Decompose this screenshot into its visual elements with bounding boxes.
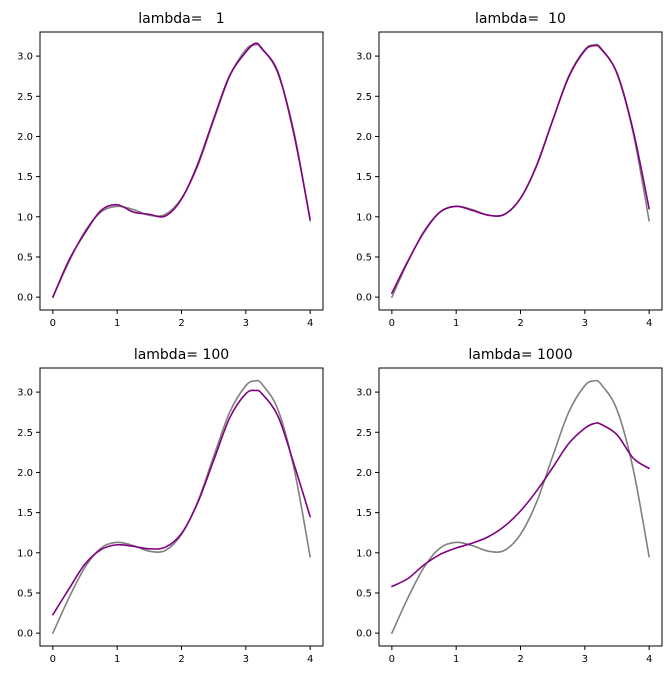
x-tick-label: 1 xyxy=(114,654,120,665)
reference-curve-4 xyxy=(391,379,650,634)
y-tick-label: 0.5 xyxy=(17,588,33,599)
x-tick-label: 2 xyxy=(517,318,523,329)
x-tick-label: 3 xyxy=(582,654,588,665)
subplot-title: lambda= 100 xyxy=(134,347,229,363)
x-tick-label: 2 xyxy=(178,318,184,329)
y-tick-label: 0.5 xyxy=(356,252,372,263)
subplot-4: 0 1 2 3 4 0.0 0.5 1.0 1.5 2.0 2.5 3.0 lambda= 1000 xyxy=(356,347,663,665)
smoothed-curve-3 xyxy=(52,389,311,616)
x-tick-label: 4 xyxy=(646,654,652,665)
y-tick-label: 3.0 xyxy=(356,388,372,399)
y-tick-label: 0.5 xyxy=(356,588,372,599)
y-tick-label: 2.0 xyxy=(17,132,33,143)
subplot-title: lambda= 10 xyxy=(475,11,566,27)
axes-frame xyxy=(39,367,324,647)
subplot-title: lambda= 1000 xyxy=(468,347,572,363)
x-tick-label: 2 xyxy=(517,654,523,665)
y-tick-label: 1.5 xyxy=(356,172,372,183)
x-tick-label: 0 xyxy=(50,654,56,665)
axes-frame xyxy=(378,367,663,647)
x-tick-label: 3 xyxy=(582,318,588,329)
axes-frame xyxy=(39,31,324,311)
x-tick-label: 3 xyxy=(243,318,249,329)
y-tick-label: 1.5 xyxy=(356,508,372,519)
y-tick-label: 1.0 xyxy=(17,212,33,223)
y-tick-label: 3.0 xyxy=(17,388,33,399)
x-tick-label: 1 xyxy=(453,318,459,329)
y-tick-label: 3.0 xyxy=(17,52,33,63)
y-tick-label: 1.5 xyxy=(17,172,33,183)
x-tick-label: 4 xyxy=(307,318,313,329)
x-tick-label: 0 xyxy=(389,318,395,329)
subplot-2: 0 1 2 3 4 0.0 0.5 1.0 1.5 2.0 2.5 3.0 lambda= 10 xyxy=(356,11,663,329)
y-tick-label: 0.0 xyxy=(356,293,372,304)
y-tick-label: 3.0 xyxy=(356,52,372,63)
y-tick-label: 2.5 xyxy=(17,428,33,439)
reference-curve-1 xyxy=(52,43,311,298)
y-tick-label: 0.0 xyxy=(356,629,372,640)
x-tick-label: 2 xyxy=(178,654,184,665)
smoothed-curve-2 xyxy=(391,44,650,294)
reference-curve-2 xyxy=(391,43,650,298)
subplot-title: lambda= 1 xyxy=(138,11,224,27)
y-tick-label: 1.0 xyxy=(17,548,33,559)
y-tick-label: 2.5 xyxy=(356,428,372,439)
x-tick-label: 3 xyxy=(243,654,249,665)
y-tick-label: 0.0 xyxy=(17,293,33,304)
smoothed-curve-4 xyxy=(391,422,650,588)
y-tick-label: 1.0 xyxy=(356,212,372,223)
y-tick-label: 2.0 xyxy=(356,132,372,143)
y-tick-label: 0.0 xyxy=(17,629,33,640)
axes-frame xyxy=(378,31,663,311)
y-tick-label: 0.5 xyxy=(17,252,33,263)
subplot-3: 0 1 2 3 4 0.0 0.5 1.0 1.5 2.0 2.5 3.0 lambda= 100 xyxy=(17,347,324,665)
y-tick-label: 1.5 xyxy=(17,508,33,519)
y-tick-label: 1.0 xyxy=(356,548,372,559)
x-tick-label: 1 xyxy=(114,318,120,329)
x-tick-label: 1 xyxy=(453,654,459,665)
x-tick-label: 4 xyxy=(646,318,652,329)
x-tick-label: 0 xyxy=(389,654,395,665)
smoothed-curve-1 xyxy=(52,42,311,298)
x-tick-label: 4 xyxy=(307,654,313,665)
y-tick-label: 2.5 xyxy=(356,92,372,103)
subplot-1: 0 1 2 3 4 0.0 0.5 1.0 1.5 2.0 2.5 3.0 lambda= 1 xyxy=(17,11,324,329)
x-tick-label: 0 xyxy=(50,318,56,329)
y-tick-label: 2.5 xyxy=(17,92,33,103)
y-tick-label: 2.0 xyxy=(17,468,33,479)
y-tick-label: 2.0 xyxy=(356,468,372,479)
reference-curve-3 xyxy=(52,379,311,634)
